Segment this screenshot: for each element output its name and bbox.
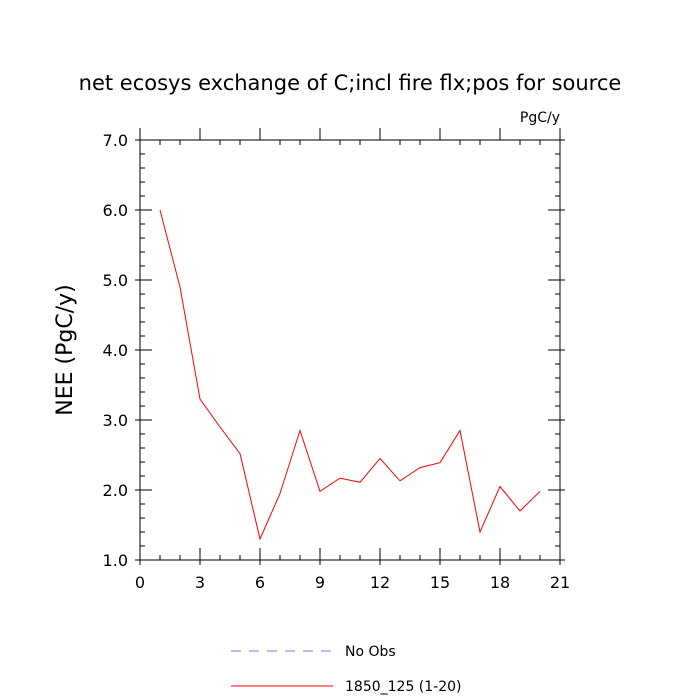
- x-tick-label: 0: [135, 573, 145, 592]
- axis-ticks: [135, 128, 565, 565]
- series-line: [159, 209, 541, 541]
- x-tick-label: 3: [195, 573, 205, 592]
- y-tick-label: 3.0: [103, 411, 128, 430]
- y-tick-label: 5.0: [103, 271, 128, 290]
- y-tick-label: 4.0: [103, 341, 128, 360]
- y-tick-label: 6.0: [103, 201, 128, 220]
- y-tick-label: 1.0: [103, 551, 128, 570]
- x-tick-label: 9: [315, 573, 325, 592]
- legend: No Obs 1850_125 (1-20): [231, 644, 462, 695]
- plot-frame: [139, 139, 561, 561]
- x-tick-label: 15: [430, 573, 450, 592]
- units-label: PgC/y: [520, 110, 560, 126]
- y-axis-label: NEE (PgC/y): [53, 284, 78, 415]
- legend-label: No Obs: [345, 644, 396, 660]
- x-tick-label: 6: [255, 573, 265, 592]
- x-tick-label: 18: [490, 573, 510, 592]
- axis-tick-labels: 0 3 6 9 12 15 18 21 1.0 2.0 3.0 4.0 5.0 6.0 7.0: [103, 131, 571, 592]
- y-tick-label: 2.0: [103, 481, 128, 500]
- series-layer: [159, 209, 541, 541]
- x-tick-label: 12: [370, 573, 390, 592]
- chart-title: net ecosys exchange of C;incl fire flx;p…: [79, 71, 622, 95]
- x-tick-label: 21: [550, 573, 570, 592]
- y-tick-label: 7.0: [103, 131, 128, 150]
- legend-label: 1850_125 (1-20): [345, 679, 462, 695]
